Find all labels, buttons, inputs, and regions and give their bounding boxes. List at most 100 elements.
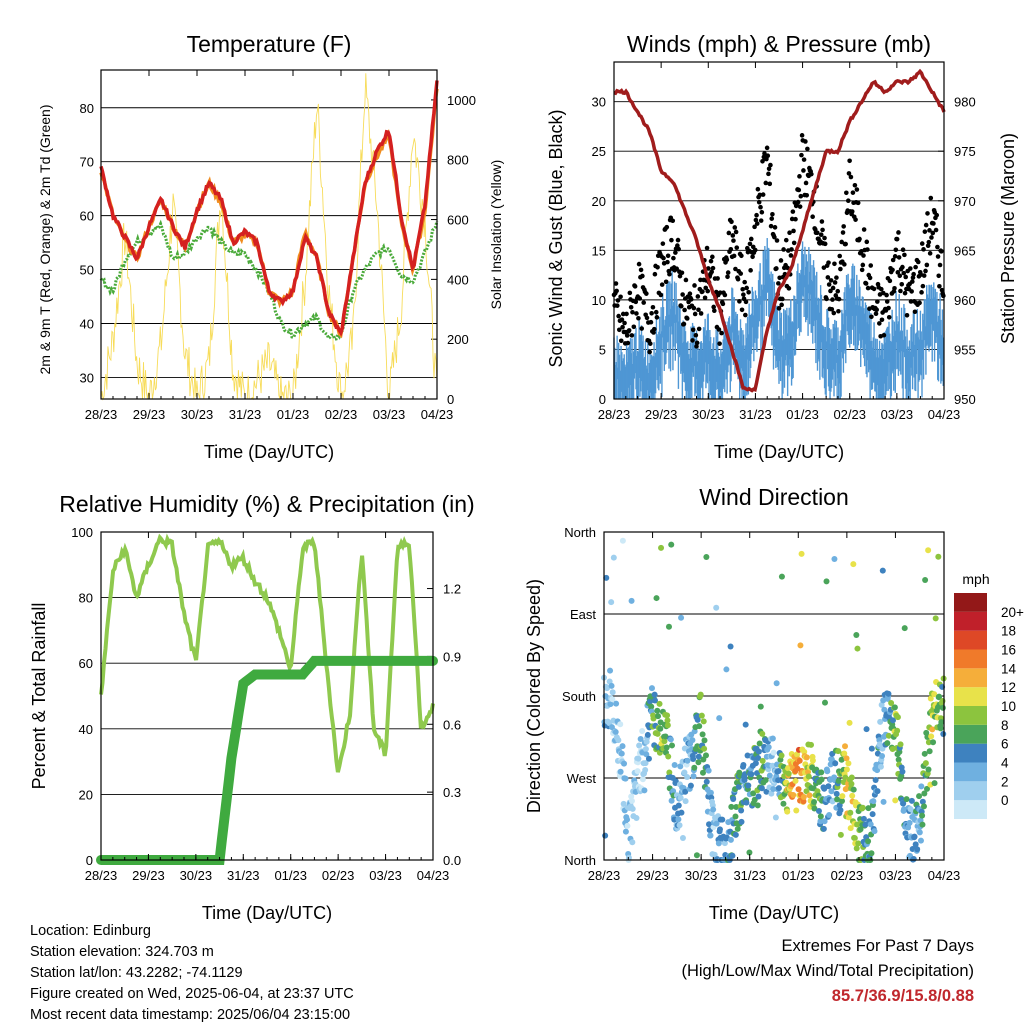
gust-point — [894, 236, 900, 242]
gust-point — [830, 285, 836, 291]
direction-point — [622, 775, 629, 782]
gust-point — [848, 174, 854, 180]
y-right-tick-label: 1000 — [447, 93, 476, 108]
gust-point — [615, 303, 620, 308]
gust-point — [695, 294, 701, 299]
gust-point — [930, 230, 936, 236]
gust-point — [904, 312, 910, 318]
gust-point — [702, 295, 708, 301]
gust-point — [926, 239, 932, 245]
gust-point — [737, 299, 742, 304]
direction-point — [877, 718, 884, 725]
direction-point — [831, 556, 838, 563]
gust-point — [912, 309, 918, 315]
direction-point — [682, 798, 689, 805]
gust-point — [759, 209, 765, 215]
colorbar-tick-label: 18 — [1001, 624, 1016, 639]
direction-point — [706, 821, 713, 828]
gust-point — [925, 211, 930, 216]
gust-point — [779, 302, 784, 308]
gust-point — [758, 218, 764, 223]
direction-point — [868, 745, 875, 752]
direction-point — [891, 704, 898, 711]
direction-point — [919, 812, 926, 819]
direction-point — [655, 713, 662, 720]
wind-bars — [613, 238, 944, 399]
y-right-tick-label: 960 — [954, 293, 976, 308]
direction-point — [742, 721, 749, 728]
gust-point — [694, 340, 700, 346]
direction-point — [797, 642, 804, 649]
direction-point — [700, 718, 707, 725]
direction-point — [901, 625, 908, 632]
direction-point — [773, 680, 780, 687]
direction-point — [607, 667, 614, 674]
gust-point — [674, 266, 679, 272]
gust-point — [625, 340, 631, 346]
x-tick-label: 04/23 — [421, 407, 454, 422]
gust-point — [843, 241, 848, 247]
direction-point — [919, 798, 926, 805]
gust-point — [658, 292, 664, 298]
gust-point — [928, 195, 934, 201]
gust-point — [698, 311, 704, 316]
gust-point — [875, 299, 880, 304]
y-right-tick-label: 200 — [447, 332, 469, 347]
direction-point — [689, 737, 696, 744]
colorbar-swatch — [954, 724, 987, 744]
gust-point — [793, 216, 798, 222]
direction-point — [790, 791, 797, 798]
colorbar-label: mph — [962, 571, 989, 587]
direction-point — [938, 719, 945, 726]
direction-point — [820, 825, 827, 832]
gust-point — [710, 265, 716, 271]
x-tick-label: 01/23 — [782, 868, 815, 883]
direction-point — [759, 757, 766, 764]
gust-point — [795, 199, 801, 205]
direction-point — [746, 849, 753, 856]
y-tick-label: 20 — [592, 194, 606, 209]
colorbar-swatch — [954, 706, 987, 725]
gust-point — [836, 308, 841, 314]
gust-point — [700, 289, 705, 294]
y-axis-label: Sonic Wind & Gust (Blue, Black) — [546, 109, 566, 367]
direction-point — [755, 755, 762, 762]
direction-point — [894, 714, 901, 721]
y-right-tick-label: 0 — [447, 392, 454, 407]
gust-point — [796, 187, 802, 193]
gust-point — [820, 227, 825, 233]
gust-point — [884, 299, 890, 304]
gust-point — [615, 298, 621, 303]
gust-point — [897, 273, 903, 279]
gust-point — [892, 285, 897, 291]
gust-point — [838, 266, 843, 272]
direction-point — [880, 798, 887, 805]
gust-point — [739, 253, 744, 259]
direction-point — [939, 704, 946, 711]
gust-point — [887, 278, 893, 284]
y-tick-label: 80 — [79, 591, 93, 606]
y-tick-label: 40 — [79, 722, 93, 737]
gust-point — [844, 190, 849, 196]
colorbar-tick-label: 20+ — [1001, 605, 1024, 620]
gust-point — [669, 237, 674, 243]
direction-point — [664, 722, 671, 729]
gust-point — [743, 299, 749, 305]
gust-point — [748, 268, 753, 273]
humidity-line — [99, 533, 435, 773]
direction-point — [842, 743, 849, 750]
direction-point — [906, 819, 913, 826]
direction-point — [848, 780, 855, 787]
direction-point — [628, 793, 635, 800]
x-tick-label: 29/23 — [645, 407, 678, 422]
direction-point — [729, 852, 736, 859]
gust-point — [614, 288, 619, 294]
direction-point — [721, 840, 728, 847]
direction-point — [667, 736, 674, 743]
gust-point — [681, 321, 687, 327]
direction-point — [668, 797, 675, 804]
direction-point — [894, 727, 901, 734]
gust-point — [673, 250, 678, 255]
direction-point — [845, 814, 852, 821]
gust-point — [780, 296, 785, 302]
